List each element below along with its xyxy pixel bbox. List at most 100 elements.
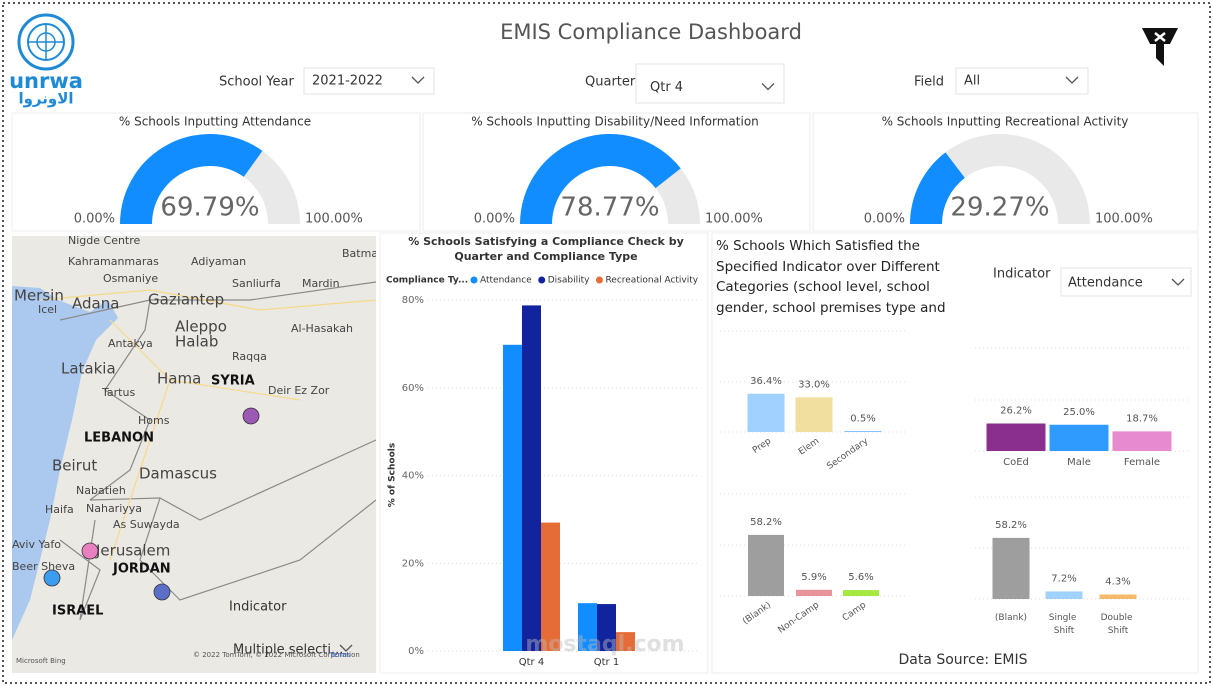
map-label: Beirut [52,457,97,475]
legend-label: Attendance [480,276,532,286]
data-source: Data Source: EMIS [898,652,1027,668]
map-label: JORDAN [112,562,171,577]
map-label: Mersin [14,287,64,305]
map-label: Aviv Yafo [12,538,61,551]
map-label: Jerusalem [95,542,170,560]
filter-dropdown[interactable] [303,67,435,95]
indicator-panel-title: % Schools Which Satisfied the Specified … [716,238,946,316]
map-label: Nahariyya [86,502,142,515]
map-point [81,542,99,560]
gauge-tick-label: 0.00% [474,212,515,227]
map-provider: Microsoft Bing [16,657,66,665]
chevron [411,76,425,84]
data-label: 18.7% [1126,413,1158,424]
x-tick-label: Double Shift [1101,613,1136,636]
map-label: Al-Hasakah [291,322,353,335]
column-chart-title: % Schools Satisfying a Compliance Check … [408,235,684,263]
watermark: mostaql.com [525,632,684,657]
data-label: 7.2% [1051,573,1076,584]
x-tick-label: Single Shift [1049,613,1080,636]
map-attribution: © 2022 TomTom, © 2022 Microsoft Corporat… [193,651,360,659]
map-point [242,407,260,425]
x-tick-label: Female [1124,457,1160,468]
map-label: LEBANON [84,431,154,446]
map-label: Osmaniye [103,272,158,285]
map-terms[interactable]: Terms [329,651,351,659]
slicer-dropdown[interactable] [1060,267,1192,297]
map-label: Sanliurfa [232,277,281,290]
data-label: 5.9% [801,572,826,583]
map-label: Damascus [139,465,217,483]
filter-dropdown[interactable] [635,63,785,104]
bar [748,534,784,596]
legend-label: Recreational Activity [605,276,698,286]
legend-title: Compliance Ty... [386,276,468,286]
bar [1049,424,1109,451]
legend-label: Disability [548,276,590,286]
map-label: Nabatieh [76,484,126,497]
column-chart-title-box: % Schools Satisfying a Compliance Check … [408,235,684,263]
map-overlay-label[interactable]: Multiple selecti... [233,643,343,658]
legend-swatch [470,276,478,284]
y-tick-label: 80% [402,295,424,306]
filter-value: All [964,74,980,89]
panel [812,112,1199,232]
filter-label: Field [914,75,944,90]
panel-frames [11,112,1199,674]
gauge-title: % Schools Inputting Disability/Need Info… [471,115,759,129]
data-label: 36.4% [750,376,782,387]
bar [795,397,833,432]
gauge-tick-label: 100.00% [305,212,363,227]
legend-swatch [595,276,603,284]
logo-ring [36,32,56,52]
gauge-value-label: 69.79% [160,193,259,223]
map-label: Tartus [101,386,135,399]
map-label: Beer Sheva [12,560,75,573]
chevron [761,83,775,91]
map-label: Mardin [302,277,340,290]
data-label: 0.5% [850,413,875,424]
bar [844,431,882,432]
map-label: Batman [342,247,385,260]
bar [616,632,635,651]
y-tick-label: 20% [402,558,424,569]
bar [578,603,597,651]
gauge-value [520,134,681,224]
y-tick-label: 60% [402,383,424,394]
map: Nigde Centre Kahramanmaras Adiyaman Osmaniy… [12,236,385,673]
brand-icon [1142,28,1178,66]
map-label: ISRAEL [52,604,103,619]
bar [503,344,522,651]
gauge-tick-label: 0.00% [864,212,905,227]
panel [11,112,421,232]
map-label: Raqqa [232,350,267,363]
y-axis-title: % of Schools [388,443,398,507]
gauge-value-label: 78.77% [560,193,659,223]
map-point [153,583,171,601]
x-tick-label: Male [1067,457,1091,468]
map-road [39,289,376,561]
map-label: Hama [157,370,201,388]
slicer-value: Attendance [1068,276,1143,291]
map-point [43,569,61,587]
filter-label: School Year [219,75,294,90]
dashboard-title: EMIS Compliance Dashboard [500,20,802,44]
bar [796,589,832,596]
data-label: 58.2% [750,517,782,528]
bar [992,537,1030,599]
bar [597,604,616,651]
legend-swatch [538,276,546,284]
bar [986,423,1046,451]
gauge-tick-label: 0.00% [74,212,115,227]
map-label: Antakya [108,337,153,350]
y-tick-label: 0% [408,646,424,657]
bar [1099,594,1137,599]
map-label: Halab [175,333,218,351]
x-tick-label: Qtr 4 [519,657,544,668]
chevron [339,644,353,652]
filter-dropdown[interactable] [955,67,1089,95]
logo-wreath [17,13,75,71]
bar [843,590,879,596]
map-label: Deir Ez Zor [268,384,330,397]
